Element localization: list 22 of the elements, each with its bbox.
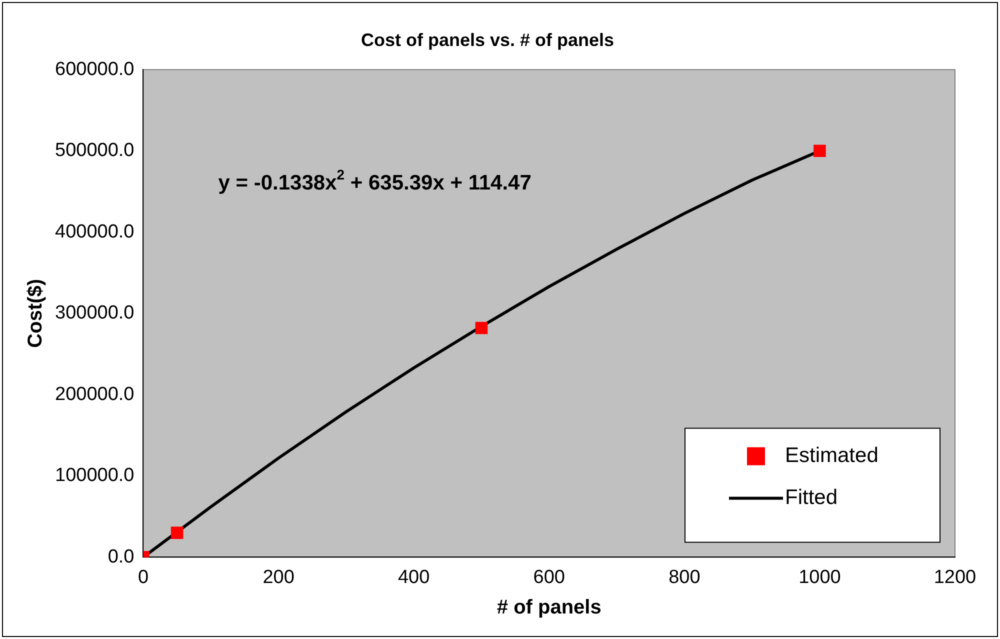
x-tick-label: 0 xyxy=(138,566,149,588)
y-tick-label: 600000.0 xyxy=(54,58,134,80)
chart-title: Cost of panels vs. # of panels xyxy=(360,30,614,50)
y-tick-label: 100000.0 xyxy=(54,465,134,486)
x-tick-label: 200 xyxy=(262,566,294,588)
x-axis-title: # of panels xyxy=(496,596,602,619)
x-tick-label: 800 xyxy=(668,566,700,588)
legend-label: Fitted xyxy=(785,486,838,509)
x-tick-label: 1000 xyxy=(798,566,841,588)
x-tick-label: 400 xyxy=(398,566,430,588)
y-tick-label: 500000.0 xyxy=(54,140,134,162)
y-tick-label: 300000.0 xyxy=(54,302,134,324)
y-tick-label: 400000.0 xyxy=(54,221,134,242)
point xyxy=(475,322,488,334)
y-axis-title: Cost($) xyxy=(24,278,47,348)
x-tick-label: 1200 xyxy=(934,566,976,588)
y-tick-label: 200000.0 xyxy=(54,384,134,405)
point xyxy=(170,526,184,539)
legend-label: Estimated xyxy=(785,444,878,467)
x-tick-label: 600 xyxy=(533,566,565,588)
point xyxy=(814,144,826,158)
y-tick-label: 0.0 xyxy=(108,546,134,568)
